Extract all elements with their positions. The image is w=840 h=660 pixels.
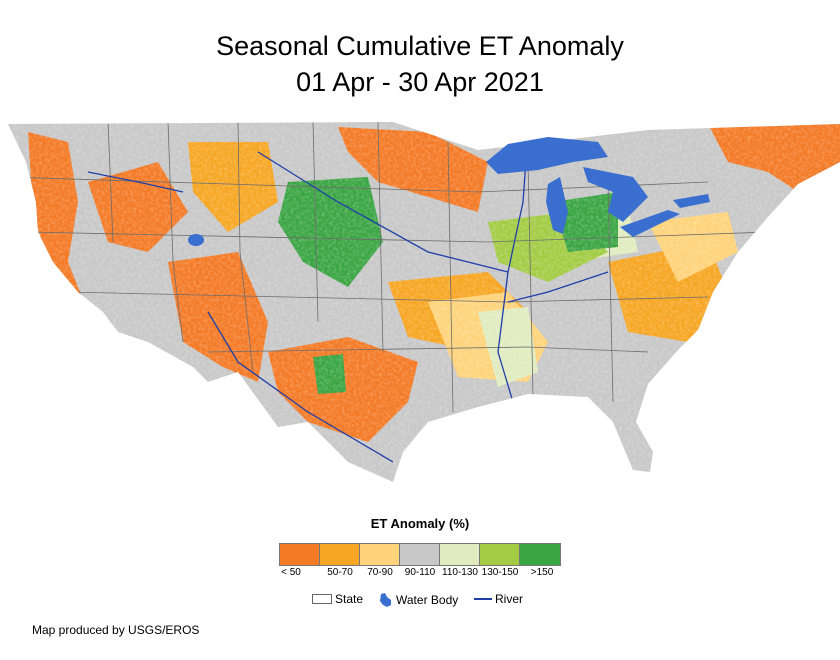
legend-river-label: River <box>495 592 524 606</box>
map-title: Seasonal Cumulative ET Anomaly <box>216 31 624 61</box>
legend-water-body: Water Body <box>378 592 458 608</box>
legend-swatches <box>279 543 561 566</box>
rivers <box>87 131 609 463</box>
legend-label-gt150: >150 <box>530 567 554 578</box>
legend-swatch-lt50 <box>280 544 320 565</box>
lake-huron <box>583 167 648 222</box>
legend-river: River <box>474 592 523 606</box>
lake-superior <box>486 137 608 174</box>
river-line-icon <box>474 598 492 600</box>
legend-title: ET Anomaly (%) <box>370 516 470 531</box>
legend-swatch-gt150 <box>520 544 560 565</box>
lake-michigan <box>546 177 568 234</box>
legend-swatch-70-90 <box>360 544 400 565</box>
legend-state: State <box>312 592 363 606</box>
legend-swatch-110-130 <box>440 544 480 565</box>
legend-labels: < 50 50-70 70-90 90-110 110-130 130-150 … <box>279 567 603 581</box>
map-date-range: 01 Apr - 30 Apr 2021 <box>296 67 544 97</box>
legend-swatch-130-150 <box>480 544 520 565</box>
legend-label-70-90: 70-90 <box>367 567 393 578</box>
anomaly-speckle-texture <box>8 122 840 482</box>
water-bodies <box>188 137 710 246</box>
legend-swatch-50-70 <box>320 544 360 565</box>
state-outline-icon <box>312 594 332 604</box>
legend-state-label: State <box>335 592 364 606</box>
legend-label-90-110: 90-110 <box>404 567 436 578</box>
legend-swatch-90-110 <box>400 544 440 565</box>
lake-ontario <box>673 194 710 208</box>
lake-erie <box>620 210 680 237</box>
legend-label-130-150: 130-150 <box>481 567 519 578</box>
map-credit: Map produced by USGS/EROS <box>32 623 200 637</box>
legend-label-lt50: < 50 <box>281 567 301 578</box>
et-anomaly-map <box>8 122 840 482</box>
legend-label-110-130: 110-130 <box>442 567 478 578</box>
water-body-icon <box>380 593 391 607</box>
legend-water-body-label: Water Body <box>396 593 459 607</box>
great-salt-lake <box>188 234 204 246</box>
legend-label-50-70: 50-70 <box>327 567 353 578</box>
